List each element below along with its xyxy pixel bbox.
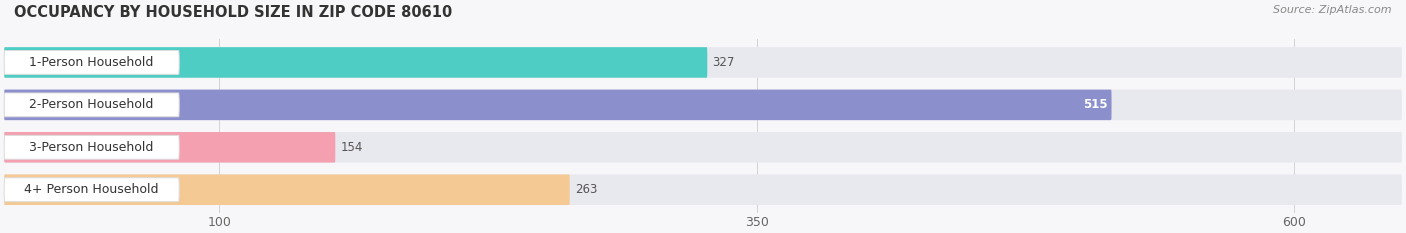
FancyBboxPatch shape	[4, 178, 179, 202]
FancyBboxPatch shape	[4, 135, 179, 159]
FancyBboxPatch shape	[4, 93, 179, 117]
Text: OCCUPANCY BY HOUSEHOLD SIZE IN ZIP CODE 80610: OCCUPANCY BY HOUSEHOLD SIZE IN ZIP CODE …	[14, 5, 453, 20]
Text: 3-Person Household: 3-Person Household	[30, 141, 153, 154]
Text: 515: 515	[1083, 98, 1108, 111]
FancyBboxPatch shape	[4, 132, 335, 163]
FancyBboxPatch shape	[4, 90, 1402, 120]
Text: 4+ Person Household: 4+ Person Household	[24, 183, 159, 196]
FancyBboxPatch shape	[4, 175, 569, 205]
FancyBboxPatch shape	[4, 90, 1112, 120]
FancyBboxPatch shape	[4, 47, 707, 78]
FancyBboxPatch shape	[4, 51, 179, 74]
Text: 2-Person Household: 2-Person Household	[30, 98, 153, 111]
FancyBboxPatch shape	[4, 47, 1402, 78]
Text: 1-Person Household: 1-Person Household	[30, 56, 153, 69]
FancyBboxPatch shape	[4, 175, 1402, 205]
Text: 154: 154	[340, 141, 363, 154]
Text: 263: 263	[575, 183, 598, 196]
FancyBboxPatch shape	[4, 132, 1402, 163]
Text: Source: ZipAtlas.com: Source: ZipAtlas.com	[1274, 5, 1392, 15]
Text: 327: 327	[713, 56, 735, 69]
